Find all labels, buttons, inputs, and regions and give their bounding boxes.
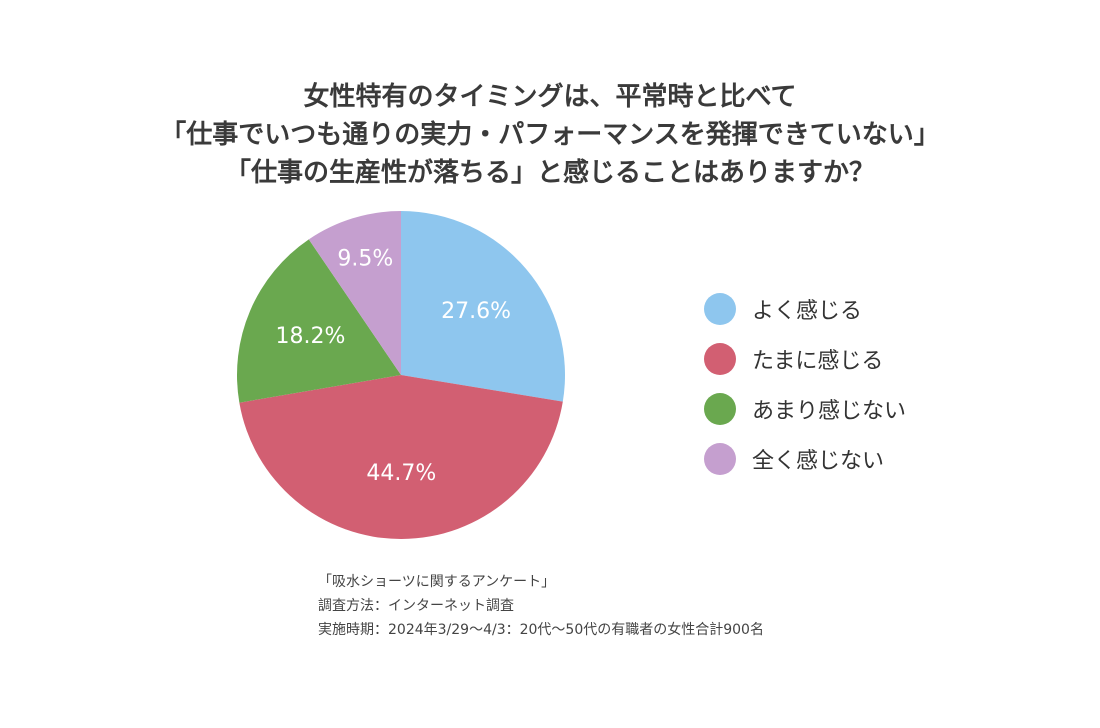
pie-slice-4 [308,211,401,375]
source-note-method: 調査方法：インターネット調査 [318,598,514,614]
chart-title-line-3: 「仕事の生産性が落ちる」と感じることはありますか？ [224,158,875,188]
pie-label-4: 9.5% [337,247,393,272]
legend-item-2: たまに感じる [704,334,906,384]
source-note-period: 実施時期：2024年3/29〜4/3：20代〜50代の有職者の女性合計900名 [318,622,764,638]
pie-label-1: 27.6% [441,299,511,324]
legend-label-1: よく感じる [752,299,863,324]
pie-slice-1 [401,211,565,402]
legend-swatch-2 [704,343,736,375]
source-note-survey: 「吸水ショーツに関するアンケート」 [318,574,556,590]
legend-label-2: たまに感じる [752,349,884,374]
pie-slice-3 [237,239,401,403]
legend-item-4: 全く感じない [704,434,906,484]
source-note: 「吸水ショーツに関するアンケート」 調査方法：インターネット調査 実施時期：20… [318,570,764,642]
legend-swatch-3 [704,393,736,425]
legend: よく感じる たまに感じる あまり感じない 全く感じない [704,284,906,484]
chart-title-line-1: 女性特有のタイミングは、平常時と比べて [303,82,797,112]
legend-label-4: 全く感じない [752,449,885,474]
pie-slice-2 [239,375,563,539]
legend-item-3: あまり感じない [704,384,906,434]
legend-swatch-1 [704,293,736,325]
legend-swatch-4 [704,443,736,475]
pie-label-3: 18.2% [276,324,346,349]
chart-title: 女性特有のタイミングは、平常時と比べて 「仕事でいつも通りの実力・パフォーマンス… [0,78,1100,192]
legend-item-1: よく感じる [704,284,906,334]
chart-title-line-2: 「仕事でいつも通りの実力・パフォーマンスを発揮できていない」 [160,120,940,150]
pie-label-2: 44.7% [366,461,436,486]
legend-label-3: あまり感じない [752,399,907,424]
